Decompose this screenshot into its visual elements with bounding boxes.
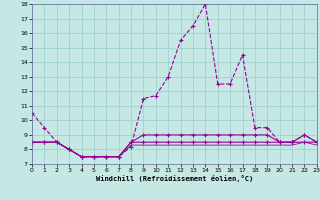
X-axis label: Windchill (Refroidissement éolien,°C): Windchill (Refroidissement éolien,°C) [96,175,253,182]
